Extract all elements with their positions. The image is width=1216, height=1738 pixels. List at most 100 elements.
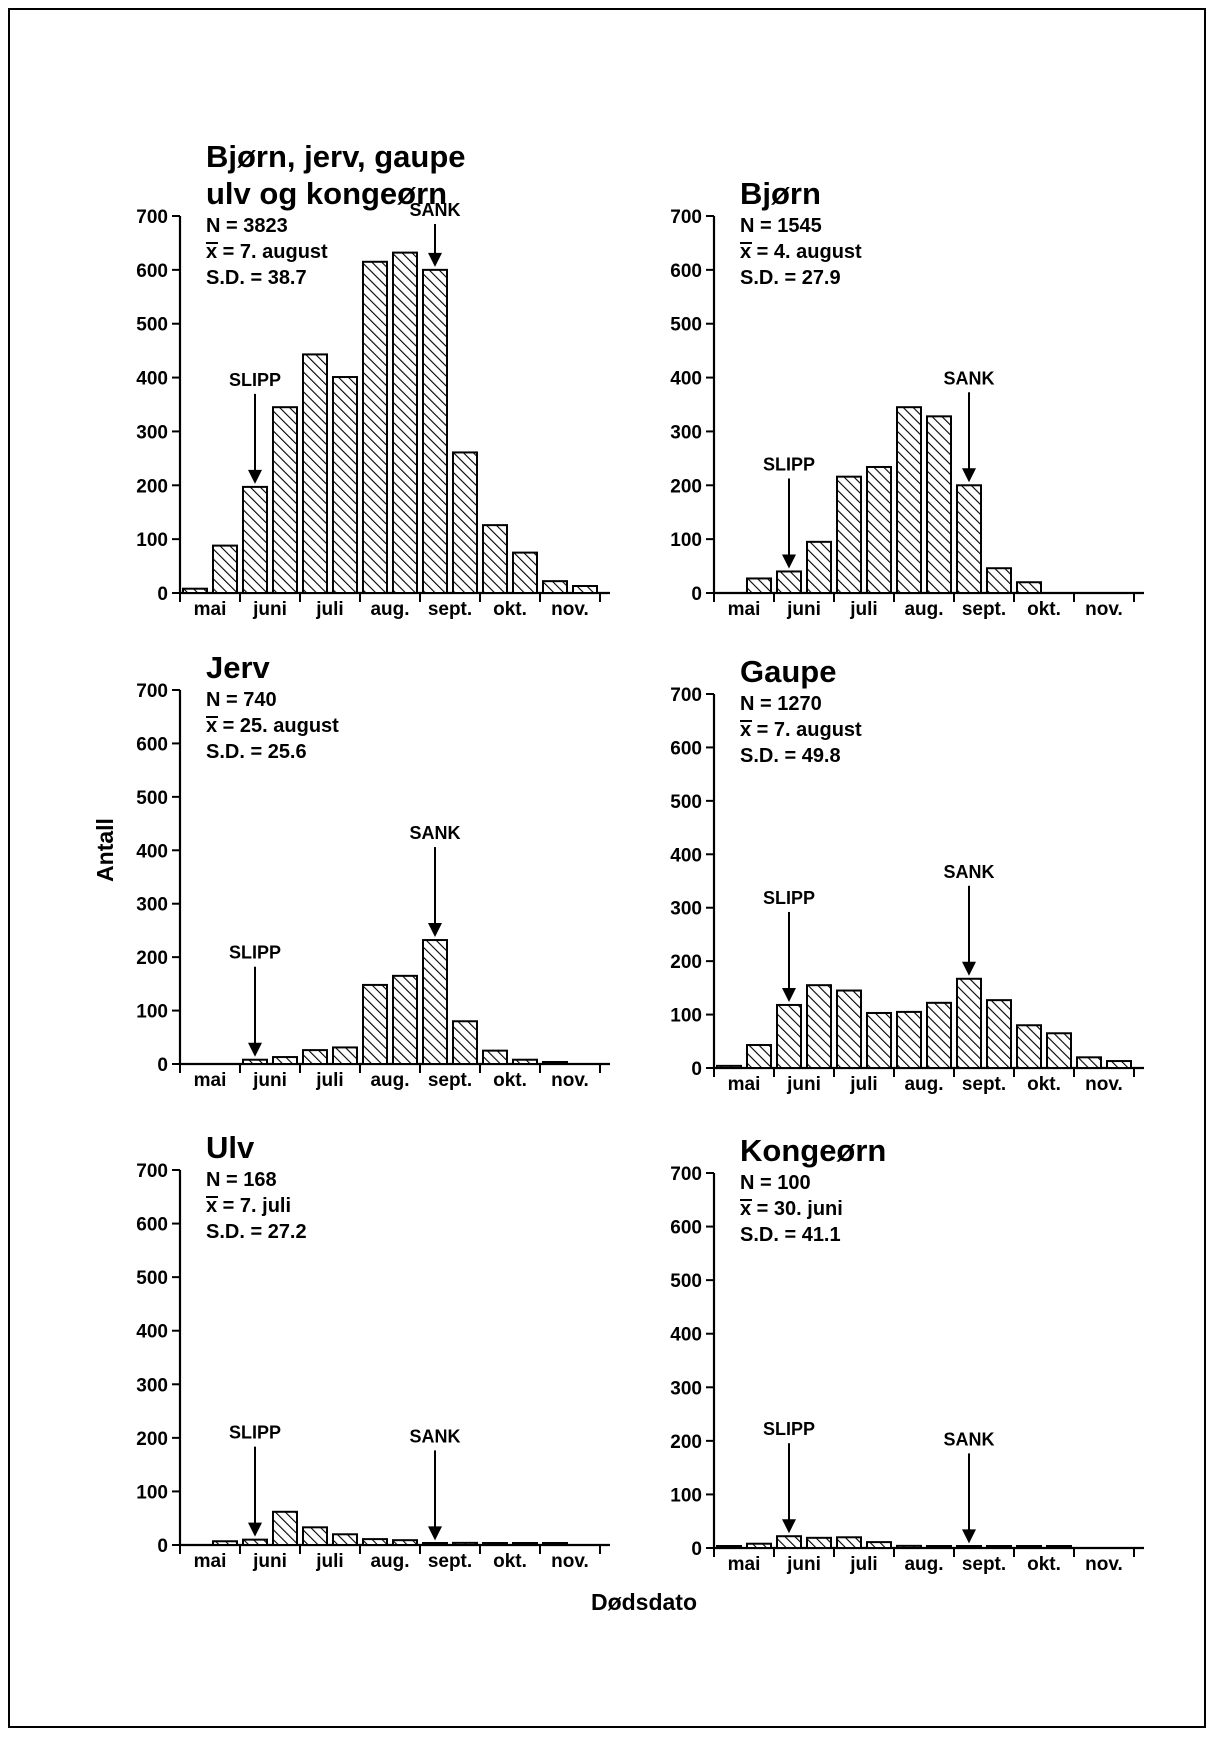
annotation-label: SLIPP [763, 454, 815, 474]
month-label: juli [315, 599, 343, 620]
histogram-bar [242, 1538, 268, 1546]
month-label: juni [252, 1551, 287, 1572]
month-label: juni [786, 1554, 821, 1575]
histogram-bar [542, 1542, 568, 1546]
month-label: mai [194, 1551, 227, 1572]
y-tick-label: 700 [670, 685, 702, 706]
annotation-arrowhead [428, 1526, 442, 1541]
month-label: mai [728, 1074, 761, 1095]
y-tick-label: 600 [136, 1215, 168, 1236]
histogram-bar [362, 983, 388, 1066]
histogram-bar [392, 251, 418, 594]
histogram-bar [362, 1538, 388, 1547]
histogram-bar [836, 989, 862, 1069]
histogram-bar [542, 580, 568, 594]
annotation-arrowhead [782, 1519, 796, 1534]
y-tick-label: 500 [136, 315, 168, 336]
month-label: sept. [428, 599, 472, 620]
annotation-label: SLIPP [763, 1419, 815, 1439]
y-tick-label: 500 [136, 1268, 168, 1289]
y-tick-label: 100 [670, 1485, 702, 1506]
panel-stat: S.D. = 25.6 [206, 741, 307, 763]
annotation-arrowhead [782, 987, 796, 1002]
y-tick-label: 600 [670, 261, 702, 282]
month-label: mai [728, 599, 761, 620]
histogram-bar [482, 524, 508, 595]
histogram-bar [512, 551, 538, 594]
month-label: aug. [370, 1551, 409, 1572]
annotation-arrowhead [962, 468, 976, 483]
y-tick-label: 0 [691, 1539, 702, 1560]
panel-title: Gaupe [740, 654, 836, 689]
histogram-bar [392, 974, 418, 1065]
histogram-bar [896, 406, 922, 595]
month-label: nov. [1085, 599, 1123, 620]
annotation-arrowhead [248, 469, 262, 484]
histogram-bar [956, 484, 982, 594]
histogram-bar [956, 977, 982, 1070]
histogram-bar [272, 406, 298, 595]
histogram-bar [716, 1545, 742, 1549]
panel-stat: N = 1545 [740, 215, 822, 237]
histogram-bar [866, 1541, 892, 1550]
month-label: okt. [1027, 1554, 1061, 1575]
histogram-bar [896, 1010, 922, 1070]
histogram-bar [332, 1533, 358, 1547]
y-tick-label: 200 [670, 476, 702, 497]
histogram-bar [182, 587, 208, 594]
y-tick-label: 0 [157, 584, 168, 605]
y-tick-label: 600 [136, 261, 168, 282]
histogram-bar [986, 999, 1012, 1069]
month-label: juni [786, 599, 821, 620]
histogram-bar [272, 1056, 298, 1066]
histogram-bar [926, 1545, 952, 1549]
y-tick-label: 400 [670, 845, 702, 866]
annotation-arrowhead [782, 554, 796, 569]
annotation-label: SLIPP [229, 943, 281, 963]
y-tick-label: 500 [670, 1271, 702, 1292]
month-label: juli [849, 1074, 877, 1095]
annotation-label: SANK [943, 862, 994, 882]
histogram-panel-3: Jerv N = 740 x = 25. august S.D. = 25.6 0 100… [136, 650, 610, 1091]
y-tick-label: 100 [670, 530, 702, 551]
histogram-bar [422, 1542, 448, 1546]
histogram-bar [1076, 1056, 1102, 1070]
histogram-bar [716, 1064, 742, 1070]
histogram-bar [836, 1536, 862, 1550]
histogram-bar [926, 415, 952, 594]
y-axis-label: Antall [92, 818, 118, 882]
histogram-panel-2: Bjørn N = 1545 x = 4. august S.D. = 27.9 0 10… [670, 176, 1144, 620]
annotation-label: SANK [943, 1429, 994, 1449]
histogram-bar [332, 376, 358, 595]
y-tick-label: 600 [670, 1218, 702, 1239]
y-tick-label: 300 [670, 1378, 702, 1399]
month-label: juli [315, 1070, 343, 1091]
histogram-bar [242, 485, 268, 594]
annotation-label: SLIPP [229, 1423, 281, 1443]
histogram-bar [452, 1020, 478, 1065]
month-label: sept. [428, 1070, 472, 1091]
histogram-panel-6: Kongeørn N = 100 x = 30. juni S.D. = 41.1 0 1… [670, 1133, 1144, 1575]
month-label: mai [728, 1554, 761, 1575]
annotation-arrowhead [248, 1522, 262, 1537]
y-tick-label: 200 [670, 952, 702, 973]
histogram-bar [422, 268, 448, 594]
y-tick-label: 600 [670, 738, 702, 759]
month-label: sept. [962, 1074, 1006, 1095]
y-tick-label: 200 [136, 948, 168, 969]
y-tick-label: 200 [670, 1432, 702, 1453]
y-tick-label: 100 [136, 1482, 168, 1503]
histogram-bar [776, 1535, 802, 1549]
histogram-panel-4: Gaupe N = 1270 x = 7. august S.D. = 49.8 0 10… [670, 654, 1144, 1095]
y-tick-label: 300 [136, 1375, 168, 1396]
month-label: juli [849, 599, 877, 620]
histogram-bar [272, 1510, 298, 1547]
month-label: nov. [551, 599, 589, 620]
histogram-bar [926, 1001, 952, 1069]
panel-stat: x = 4. august [740, 241, 862, 263]
panel-stat: S.D. = 49.8 [740, 745, 841, 767]
panel-stat: x = 30. juni [740, 1198, 843, 1220]
panel-stat: S.D. = 38.7 [206, 267, 307, 289]
annotation-label: SANK [943, 368, 994, 388]
